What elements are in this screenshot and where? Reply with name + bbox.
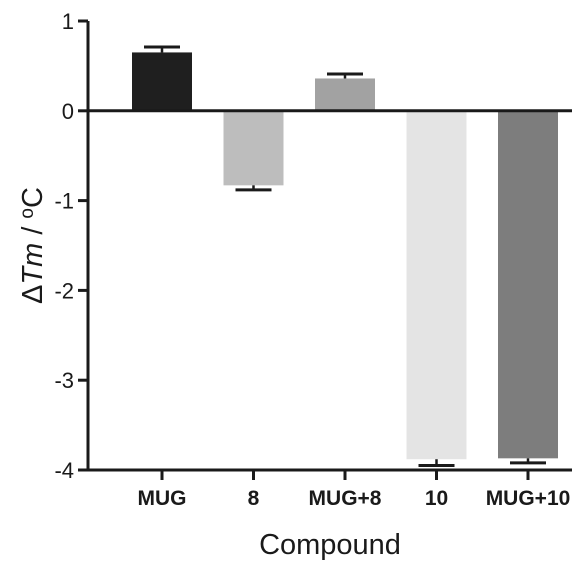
error-bars-group — [144, 45, 546, 468]
bar-3 — [406, 110, 467, 460]
y-axis-title-degree: o — [17, 208, 38, 219]
y-ticks-group: 1 0 -1 -2 -3 -4 — [54, 9, 88, 483]
x-axis-title: Compound — [259, 529, 401, 561]
x-tick-label: MUG — [138, 487, 187, 510]
bar-1 — [223, 110, 284, 186]
y-tick-label: 0 — [62, 99, 74, 124]
y-tick-label: -3 — [54, 368, 74, 393]
y-tick-label: -4 — [54, 458, 74, 483]
y-axis-title-variable: Tm — [17, 243, 49, 285]
y-axis-title-delta: Δ — [17, 285, 49, 304]
y-tick-label: -1 — [54, 189, 74, 214]
y-tick-label: 1 — [62, 9, 74, 34]
y-axis-title: ΔTm / oC — [17, 187, 49, 304]
y-axis-title-separator: / — [17, 219, 49, 243]
bar-4 — [498, 110, 558, 459]
x-tick-label: 8 — [248, 487, 260, 510]
x-tick-label: 10 — [425, 487, 448, 510]
y-axis-title-unit: C — [17, 187, 49, 208]
bar-2 — [315, 78, 375, 111]
bar-0 — [132, 52, 192, 111]
bars-group — [132, 52, 558, 460]
x-ticks-group: MUG 8 MUG+8 10 MUG+10 — [138, 470, 571, 510]
x-tick-label: MUG+10 — [486, 487, 571, 510]
y-tick-label: -2 — [54, 278, 74, 303]
x-tick-label: MUG+8 — [309, 487, 382, 510]
